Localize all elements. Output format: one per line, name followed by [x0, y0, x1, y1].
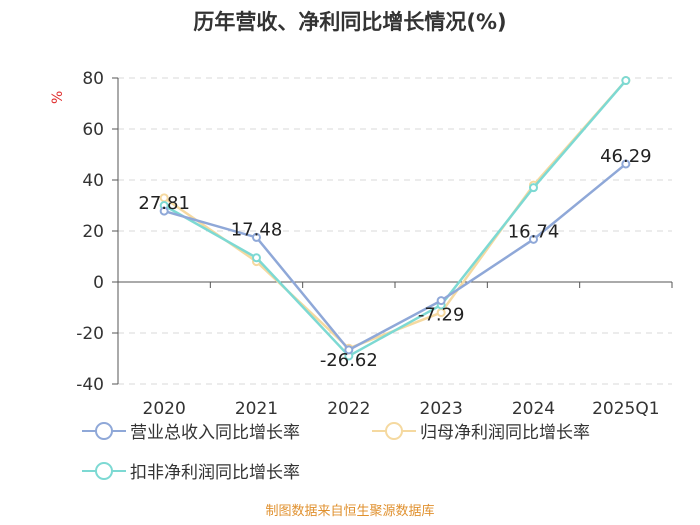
data-label: 17.48 — [231, 219, 283, 240]
y-tick-label: 60 — [82, 120, 104, 140]
legend-label-revenue: 营业总收入同比增长率 — [130, 423, 300, 443]
data-point — [621, 159, 631, 169]
data-point — [252, 253, 261, 263]
x-tick-label: 2025Q1 — [592, 399, 659, 419]
legend-marker-revenue — [82, 421, 126, 440]
x-tick-label: 2024 — [512, 399, 555, 419]
data-label: 27.81 — [138, 193, 190, 214]
legend-item-deducted-profit[interactable]: 扣非净利润同比增长率 — [82, 458, 300, 483]
data-source-note: 制图数据来自恒生聚源数据库 — [265, 504, 435, 519]
y-tick-label: -20 — [76, 324, 104, 344]
data-point — [529, 234, 538, 244]
legend-item-revenue[interactable]: 营业总收入同比增长率 — [82, 418, 300, 443]
data-point — [436, 296, 446, 306]
legend-marker-net-profit — [372, 421, 416, 440]
legend-label-deducted-profit: 扣非净利润同比增长率 — [130, 463, 300, 483]
data-point — [621, 76, 631, 86]
x-tick-label: 2022 — [327, 399, 370, 419]
data-label: -26.62 — [320, 350, 378, 371]
y-tick-label: 40 — [82, 171, 104, 191]
series-line — [163, 79, 627, 350]
data-point — [159, 206, 169, 216]
legend-marker-deducted-profit — [82, 461, 126, 480]
data-label: 46.29 — [600, 146, 652, 167]
x-tick-label: 2023 — [420, 399, 463, 419]
data-label: -7.29 — [418, 305, 465, 326]
data-label: 16.74 — [508, 221, 560, 242]
y-tick-label: 80 — [82, 69, 104, 89]
x-tick-label: 2021 — [235, 399, 278, 419]
data-point — [529, 183, 538, 193]
x-tick-label: 2020 — [143, 399, 186, 419]
series-line — [163, 79, 627, 358]
legend-item-net-profit[interactable]: 归母净利润同比增长率 — [372, 418, 590, 443]
data-point — [252, 232, 261, 242]
y-tick-label: 20 — [82, 222, 104, 242]
series-line — [163, 162, 627, 352]
legend-label-net-profit: 归母净利润同比增长率 — [420, 423, 590, 443]
chart-title: 历年营收、净利同比增长情况(%) — [193, 10, 507, 34]
line-chart: 80 60 40 20 0 -20 -40 2020 2021 2022 2023 2024 2025Q… — [76, 69, 673, 419]
y-tick-label: -40 — [76, 375, 104, 395]
data-point — [344, 345, 354, 355]
y-tick-label: 0 — [93, 273, 104, 293]
